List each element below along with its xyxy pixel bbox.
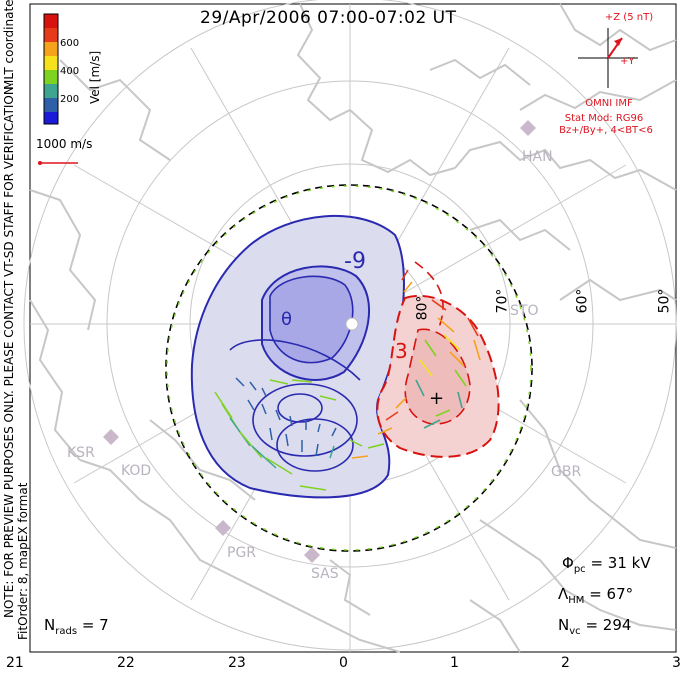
vector-count: Nvc = 294 (558, 616, 631, 637)
contour-label-negative: -9 (344, 249, 366, 274)
phi-value: = 31 kV (590, 554, 651, 572)
pole-marker (345, 317, 359, 331)
colorbar-title: Vel [m/s] (88, 50, 102, 104)
scale-vector-label: 1000 m/s (36, 137, 93, 151)
heppner-maynard-boundary (165, 184, 533, 552)
contour-label-positive: 3 (395, 339, 408, 363)
mlt-label-1: 1 (450, 655, 459, 671)
mlt-label-21: 21 (6, 655, 24, 671)
nvc-value: = 294 (585, 616, 632, 634)
imf-z-label: +Z (5 nT) (604, 12, 654, 23)
mlt-label-0: 0 (339, 655, 348, 671)
mlt-label-22: 22 (117, 655, 135, 671)
fit-order-label: FitOrder: 8, mapEX format (16, 482, 30, 640)
positive-potential-cell: + (376, 261, 500, 458)
hmb-latitude: ΛHM = 67° (558, 585, 633, 606)
radar-label-ksr: KSR (67, 445, 95, 461)
coordinates-label: MLT coordinates (2, 0, 16, 90)
imf-source: OMNI IMF (585, 98, 633, 109)
lambda-symbol: Λ (558, 585, 569, 603)
velocity-vectors-dusk (214, 377, 363, 491)
radar-label-pgr: PGR (227, 545, 257, 561)
radar-label-sas: SAS (311, 566, 339, 582)
imf-clock-diagram (578, 28, 638, 88)
cross-polar-potential: Φpc = 31 kV (562, 554, 651, 575)
colorbar-tick-200: 200 (60, 94, 80, 105)
latitude-label-80: 80° (414, 295, 431, 321)
colorbar-tick-600: 600 (60, 38, 80, 49)
nrads-value: = 7 (81, 616, 109, 634)
scale-vector (38, 161, 78, 165)
mlt-label-2: 2 (561, 655, 570, 671)
colorbar-tick-400: 400 (60, 66, 80, 77)
negative-potential-cell: θ (190, 215, 405, 499)
phi-symbol: Φ (562, 554, 574, 572)
velocity-vectors-dawn (351, 269, 481, 459)
lambda-value: = 67° (589, 585, 634, 603)
max-marker: + (429, 388, 444, 409)
latitude-label-60: 60° (574, 288, 591, 314)
mlt-label-3: 3 (672, 655, 680, 671)
stat-model-line2: Bz+/By+, 4<BT<6 (559, 125, 653, 136)
phi-subscript: pc (573, 564, 586, 575)
nvc-symbol: N (558, 616, 570, 634)
plot-title: 29/Apr/2006 07:00-07:02 UT (200, 8, 457, 28)
min-marker: θ (281, 309, 292, 330)
radar-label-gbr: GBR (551, 464, 582, 480)
mlt-label-23: 23 (228, 655, 246, 671)
nrads-subscript: rads (55, 626, 78, 637)
nrads-symbol: N (44, 616, 56, 634)
nvc-subscript: vc (569, 626, 581, 637)
radar-label-han: HAN (522, 149, 553, 165)
lambda-subscript: HM (568, 595, 585, 606)
preview-watermark: NOTE: FOR PREVIEW PURPOSES ONLY. PLEASE … (2, 82, 16, 618)
velocity-colorbar (43, 13, 59, 125)
stat-model-line1: Stat Mod: RG96 (564, 113, 644, 124)
boundary-vectors (166, 185, 532, 551)
radar-label-kod: KOD (121, 463, 152, 479)
radar-count: Nrads = 7 (44, 616, 109, 637)
imf-y-label: +Y (620, 56, 635, 67)
latitude-label-70: 70° (494, 288, 511, 314)
coastlines (29, 3, 677, 653)
latitude-label-50: 50° (656, 288, 673, 314)
radar-site-markers (103, 120, 536, 563)
radar-label-sto: STO (510, 303, 539, 319)
